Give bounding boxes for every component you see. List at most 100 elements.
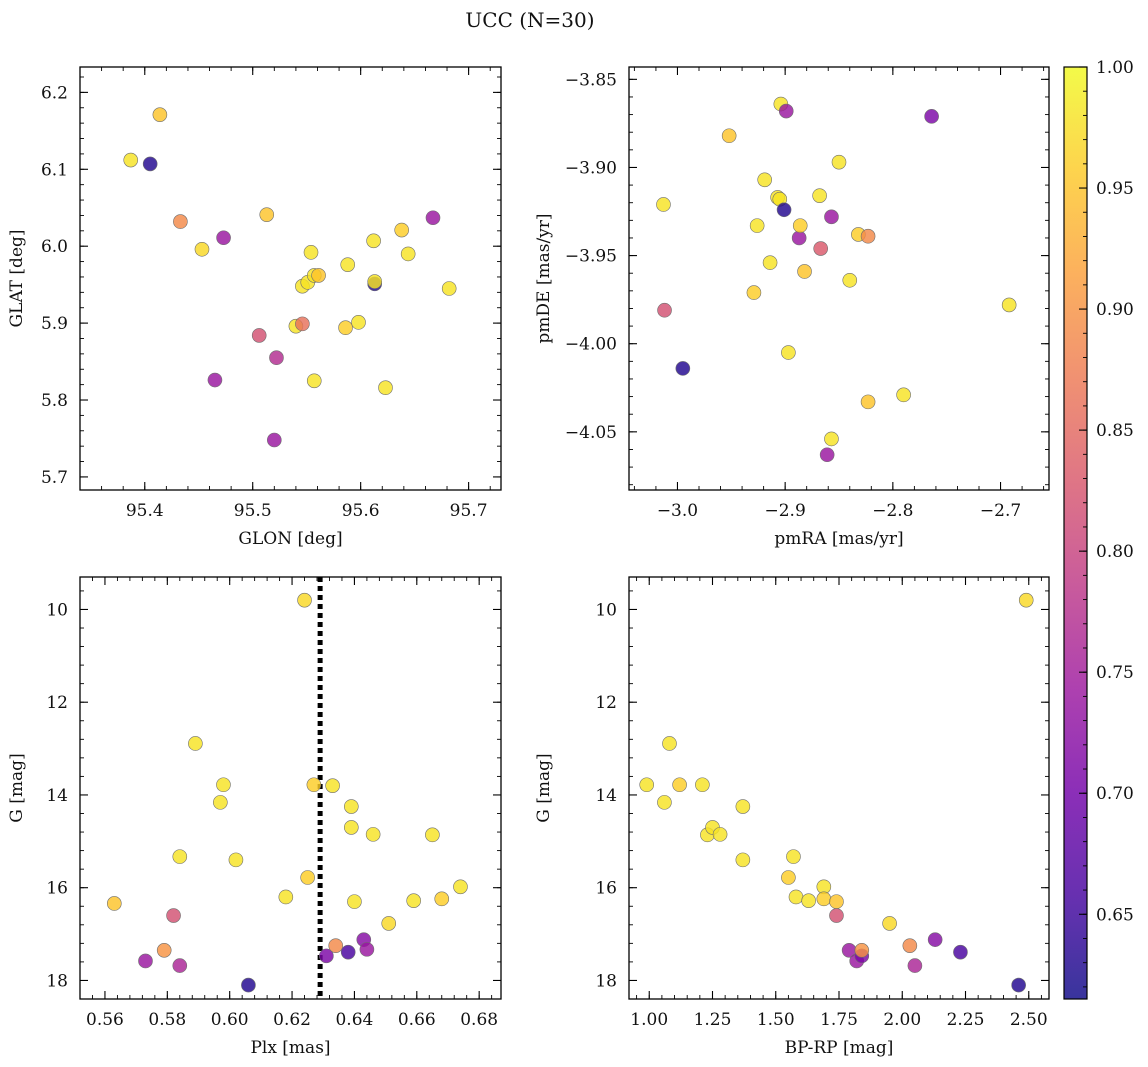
scatter-point bbox=[207, 372, 223, 388]
scatter-point bbox=[721, 128, 737, 144]
scatter-point bbox=[213, 795, 228, 810]
scatter-point bbox=[1018, 592, 1034, 608]
points bbox=[107, 592, 468, 993]
scatter-point bbox=[172, 958, 188, 973]
scatter-point bbox=[1001, 297, 1017, 313]
scatter-point bbox=[924, 109, 939, 124]
points bbox=[656, 96, 1017, 463]
y-tick-label: −4.00 bbox=[565, 335, 617, 355]
scatter-point bbox=[278, 889, 294, 905]
scatter-point bbox=[367, 274, 383, 289]
scatter-point bbox=[1011, 977, 1026, 993]
y-tick-label: 14 bbox=[46, 786, 68, 806]
axes-frame bbox=[79, 576, 502, 1000]
minor-ticks bbox=[629, 67, 1049, 490]
colorbar-tick-label: 0.75 bbox=[1096, 663, 1134, 683]
scatter-point bbox=[762, 255, 778, 270]
scatter-point bbox=[306, 777, 322, 793]
x-tick-label: 1.50 bbox=[757, 1010, 795, 1030]
colorbar-tick-label: 0.65 bbox=[1096, 905, 1134, 925]
y-axis-label: GLAT [deg] bbox=[7, 229, 27, 327]
scatter-point bbox=[338, 320, 353, 336]
scatter-point bbox=[778, 103, 794, 119]
scatter-point bbox=[344, 820, 359, 835]
x-tick-label: 1.00 bbox=[630, 1010, 668, 1030]
scatter-point bbox=[311, 268, 326, 283]
x-tick-label: −3.0 bbox=[657, 501, 698, 521]
scatter-panel-2: −3.0 −2.9 −2.8 −2.7 −4.05 −4.00 −3.95 −3.90 −3.8… bbox=[534, 66, 1050, 549]
scatter-point bbox=[735, 799, 751, 814]
colorbar-tick-label: 0.85 bbox=[1096, 421, 1134, 441]
scatter-point bbox=[259, 207, 275, 222]
scatter-point bbox=[801, 893, 816, 908]
scatter-point bbox=[749, 218, 765, 233]
x-tick-label: 95.6 bbox=[342, 501, 380, 521]
scatter-point bbox=[816, 891, 832, 907]
scatter-point bbox=[340, 257, 356, 272]
scatter-point bbox=[860, 394, 876, 410]
scatter-point bbox=[812, 188, 827, 203]
y-tick-label: 6.2 bbox=[41, 83, 68, 103]
y-tick-label: 5.9 bbox=[41, 314, 68, 334]
scatter-point bbox=[797, 264, 812, 279]
scatter-point bbox=[267, 432, 282, 448]
colorbar-tick-label: 0.95 bbox=[1096, 179, 1134, 199]
scatter-point bbox=[306, 373, 322, 389]
scatter-point bbox=[829, 894, 844, 909]
scatter-panel-4: 1.00 1.25 1.50 1.75 2.00 2.25 2.50 10 12 14 16 18 BP… bbox=[534, 576, 1050, 1058]
major-ticks bbox=[629, 577, 1049, 999]
scatter-point bbox=[216, 777, 231, 793]
scatter-panel-1: 95.4 95.5 95.6 95.7 5.7 5.8 5.9 6.0 6.1 6.2 GLON [… bbox=[7, 66, 502, 549]
scatter-point bbox=[786, 849, 801, 864]
x-tick-label: 0.64 bbox=[335, 1010, 373, 1030]
scatter-point bbox=[907, 958, 923, 973]
scatter-point bbox=[824, 209, 839, 225]
y-tick-label: −3.85 bbox=[565, 70, 617, 90]
colorbar-tick-label: 0.70 bbox=[1096, 784, 1134, 804]
scatter-point bbox=[712, 827, 728, 842]
figure-title: UCC (N=30) bbox=[465, 8, 594, 32]
scatter-point bbox=[340, 944, 356, 960]
scatter-point bbox=[344, 799, 359, 814]
y-axis-label: pmDE [mas/yr] bbox=[534, 213, 554, 343]
scatter-point bbox=[453, 879, 468, 895]
colorbar-tick-label: 0.80 bbox=[1096, 542, 1134, 562]
minor-ticks bbox=[80, 67, 501, 490]
scatter-point bbox=[813, 241, 828, 256]
scatter-point bbox=[842, 272, 858, 288]
x-tick-label: 1.75 bbox=[820, 1010, 858, 1030]
scatter-point bbox=[781, 345, 796, 360]
points bbox=[123, 107, 457, 448]
y-tick-label: 6.1 bbox=[41, 160, 68, 180]
axes-frame bbox=[628, 576, 1050, 1000]
y-tick-label: 10 bbox=[46, 600, 68, 620]
y-axis-label: G [mag] bbox=[7, 753, 27, 822]
scatter-point bbox=[303, 245, 319, 260]
minor-ticks bbox=[629, 577, 1049, 1000]
scatter-point bbox=[882, 916, 897, 931]
scatter-point bbox=[829, 908, 844, 923]
scatter-point bbox=[295, 316, 310, 332]
scatter-point bbox=[166, 908, 181, 923]
y-tick-label: 10 bbox=[595, 600, 617, 620]
x-tick-label: −2.9 bbox=[765, 501, 806, 521]
scatter-point bbox=[366, 233, 381, 249]
x-tick-label: 2.50 bbox=[1010, 1010, 1048, 1030]
scatter-point bbox=[156, 943, 172, 958]
scatter-point bbox=[896, 387, 911, 403]
y-tick-label: 14 bbox=[595, 786, 617, 806]
scatter-point bbox=[425, 827, 440, 843]
scatter-point bbox=[902, 938, 918, 953]
y-axis-label: G [mag] bbox=[534, 753, 554, 822]
scatter-point bbox=[400, 246, 416, 262]
scatter-point bbox=[172, 849, 188, 864]
scatter-point bbox=[657, 302, 672, 318]
x-tick-label: 95.4 bbox=[126, 501, 164, 521]
scatter-point bbox=[831, 154, 847, 170]
scatter-point bbox=[425, 210, 441, 226]
y-tick-label: 6.0 bbox=[41, 237, 68, 257]
axes-frame bbox=[79, 66, 502, 491]
scatter-point bbox=[675, 361, 691, 376]
x-tick-label: 0.58 bbox=[148, 1010, 186, 1030]
